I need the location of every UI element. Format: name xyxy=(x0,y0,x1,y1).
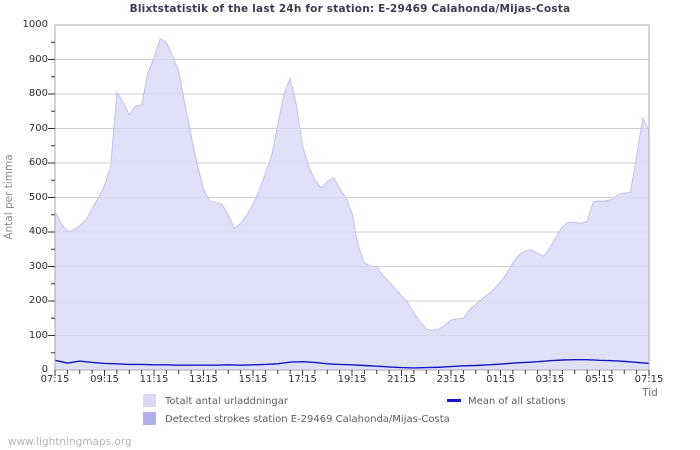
legend-line-mean xyxy=(447,399,461,402)
x-tick-label: 07:15 xyxy=(634,374,664,385)
legend-swatch-detected xyxy=(143,412,156,425)
x-tick-label: 03:15 xyxy=(535,374,565,385)
x-tick-label: 21:15 xyxy=(387,374,416,385)
x-tick-label: 05:15 xyxy=(585,374,614,385)
x-tick-label: 23:15 xyxy=(436,374,466,385)
legend-swatch-total xyxy=(143,394,156,407)
y-tick-label: 400 xyxy=(28,226,48,237)
x-tick-label: 17:15 xyxy=(288,374,317,385)
watermark-text: www.lightningmaps.org xyxy=(8,436,132,448)
x-tick-label: 19:15 xyxy=(337,374,367,385)
y-tick-label: 100 xyxy=(28,329,48,341)
y-tick-label: 800 xyxy=(28,88,48,99)
y-tick-label: 700 xyxy=(28,122,48,134)
legend-label-detected: Detected strokes station E-29469 Calahon… xyxy=(165,414,450,425)
x-tick-label: 07:15 xyxy=(40,374,70,385)
x-tick-label: 13:15 xyxy=(189,374,218,385)
x-tick-label: 09:15 xyxy=(90,374,119,385)
x-tick-label: 01:15 xyxy=(486,374,515,385)
x-tick-label: 15:15 xyxy=(238,374,268,385)
y-tick-label: 0 xyxy=(41,364,48,375)
series-total-area xyxy=(54,38,650,371)
legend-label-total: Totalt antal urladdningar xyxy=(165,396,289,407)
y-tick-label: 500 xyxy=(28,191,48,203)
x-tick-marks xyxy=(54,370,650,376)
chart-title: Blixtstatistik of the last 24h for stati… xyxy=(129,3,571,15)
y-tick-label: 900 xyxy=(28,53,48,65)
y-tick-label: 600 xyxy=(28,157,48,168)
series-mean-line xyxy=(54,358,650,369)
y-tick-label: 1000 xyxy=(22,19,48,30)
x-axis-title: Tid xyxy=(642,387,658,399)
legend-label-mean: Mean of all stations xyxy=(468,396,566,407)
y-tick-marks xyxy=(48,41,55,354)
y-tick-label: 300 xyxy=(28,260,48,272)
x-tick-label: 11:15 xyxy=(139,374,169,385)
y-tick-label: 200 xyxy=(28,295,48,306)
